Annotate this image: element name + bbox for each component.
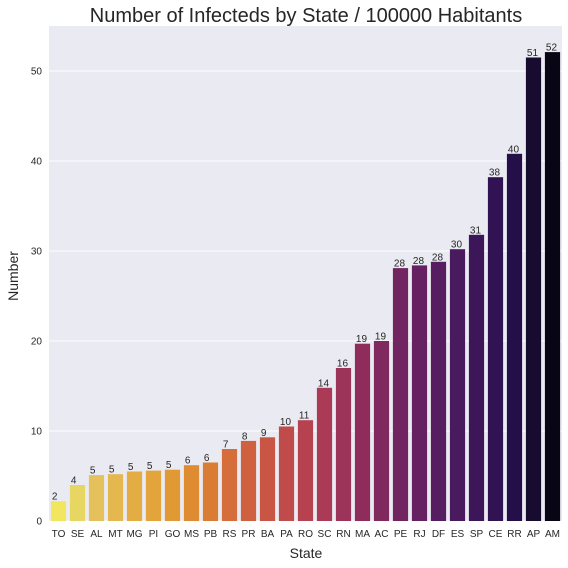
x-tick-label-AC: AC xyxy=(375,529,389,540)
bar-value-label-MA: 19 xyxy=(356,334,368,345)
y-tick-label-50: 50 xyxy=(31,67,43,78)
x-tick-label-AL: AL xyxy=(90,529,103,540)
x-tick-label-MT: MT xyxy=(108,529,122,540)
bar-value-label-RJ: 28 xyxy=(413,256,425,267)
x-tick-label-ES: ES xyxy=(451,529,465,540)
x-tick-label-PR: PR xyxy=(242,529,256,540)
bar-AP xyxy=(525,57,542,521)
y-tick-label-0: 0 xyxy=(36,517,42,528)
x-tick-label-BA: BA xyxy=(261,529,275,540)
bar-value-label-RS: 7 xyxy=(223,440,229,451)
bar-DF xyxy=(430,261,447,521)
bar-SE xyxy=(69,485,86,521)
x-tick-label-RO: RO xyxy=(298,529,313,540)
bar-value-label-BA: 9 xyxy=(261,428,267,439)
x-tick-label-MG: MG xyxy=(126,529,142,540)
bar-MA xyxy=(354,343,371,521)
bar-value-label-AM: 52 xyxy=(546,43,558,54)
x-tick-label-PE: PE xyxy=(394,529,408,540)
bar-RJ xyxy=(411,265,428,521)
chart-title: Number of Infecteds by State / 100000 Ha… xyxy=(90,5,522,27)
x-tick-label-MS: MS xyxy=(184,529,199,540)
bar-value-label-RR: 40 xyxy=(508,144,520,155)
bar-CE xyxy=(487,177,504,521)
bar-value-label-RO: 11 xyxy=(299,411,310,422)
x-axis-ticks: TO SE AL MT MG PI GO MS PB RS PR BA PA RO SC RN MA AC PE RJ… xyxy=(52,529,560,540)
bar-value-label-AP: 51 xyxy=(527,48,539,59)
bar-MT xyxy=(107,474,124,521)
bar-value-label-MG: 5 xyxy=(128,462,134,473)
x-tick-label-PB: PB xyxy=(204,529,218,540)
y-tick-label-30: 30 xyxy=(31,247,43,258)
y-axis-ticks: 0 10 20 30 40 50 xyxy=(31,67,43,528)
x-tick-label-SE: SE xyxy=(71,529,85,540)
x-tick-label-PA: PA xyxy=(280,529,293,540)
bar-value-label-CE: 38 xyxy=(489,168,501,179)
bar-value-label-SE: 4 xyxy=(71,476,77,487)
bar-TO xyxy=(50,501,67,521)
x-tick-label-MA: MA xyxy=(355,529,370,540)
y-tick-label-10: 10 xyxy=(31,427,43,438)
bar-value-label-DF: 28 xyxy=(432,252,444,263)
bar-PB xyxy=(202,462,219,521)
x-tick-label-RR: RR xyxy=(507,529,521,540)
bar-RO xyxy=(297,420,314,521)
bar-value-label-PI: 5 xyxy=(147,461,153,472)
bar-value-label-SC: 14 xyxy=(318,378,330,389)
bar-value-label-TO: 2 xyxy=(52,492,58,503)
bar-value-label-AC: 19 xyxy=(375,332,387,343)
x-tick-label-CE: CE xyxy=(489,529,503,540)
x-tick-label-TO: TO xyxy=(52,529,66,540)
bar-PI xyxy=(145,470,162,521)
x-tick-label-PI: PI xyxy=(149,529,158,540)
bar-value-label-PB: 6 xyxy=(204,453,210,464)
x-tick-label-GO: GO xyxy=(165,529,181,540)
bar-RR xyxy=(506,153,523,522)
x-tick-label-DF: DF xyxy=(432,529,445,540)
bar-PE xyxy=(392,268,409,521)
bar-AC xyxy=(373,341,390,521)
x-tick-label-RS: RS xyxy=(223,529,237,540)
bar-value-label-RN: 16 xyxy=(337,359,349,370)
bar-value-label-PR: 8 xyxy=(242,431,248,442)
bar-PA xyxy=(278,426,295,521)
bar-RN xyxy=(335,368,352,521)
bar-SP xyxy=(468,234,485,522)
bar-value-label-GO: 5 xyxy=(166,460,172,471)
bar-AM xyxy=(544,52,561,521)
bar-SC xyxy=(316,387,333,521)
x-tick-label-SP: SP xyxy=(470,529,484,540)
bar-value-label-PA: 10 xyxy=(280,417,292,428)
bar-GO xyxy=(164,469,181,521)
bar-BA xyxy=(259,437,276,521)
bar-value-label-PE: 28 xyxy=(394,259,406,270)
bar-value-label-SP: 31 xyxy=(470,225,482,236)
x-tick-label-AP: AP xyxy=(527,529,541,540)
y-tick-label-40: 40 xyxy=(31,157,43,168)
y-tick-label-20: 20 xyxy=(31,337,43,348)
x-axis-label: State xyxy=(290,545,323,561)
x-tick-label-AM: AM xyxy=(545,529,560,540)
x-tick-label-RN: RN xyxy=(336,529,350,540)
x-tick-label-SC: SC xyxy=(318,529,332,540)
bar-RS xyxy=(221,449,238,521)
bar-MG xyxy=(126,471,143,521)
value-labels: 2 4 5 5 5 5 5 6 6 7 8 9 10 11 14 16 19 19 28 28 28 30 31 38 40 51… xyxy=(52,43,558,503)
bar-MS xyxy=(183,465,200,521)
bar-ES xyxy=(449,249,466,521)
y-axis-label: Number xyxy=(5,251,21,301)
bar-AL xyxy=(88,475,105,521)
bar-value-label-ES: 30 xyxy=(451,240,463,251)
bar-value-label-AL: 5 xyxy=(90,466,96,477)
bar-PR xyxy=(240,440,257,521)
bars xyxy=(50,52,561,522)
x-tick-label-RJ: RJ xyxy=(413,529,425,540)
bar-value-label-MT: 5 xyxy=(109,465,115,476)
bar-value-label-MS: 6 xyxy=(185,456,191,467)
